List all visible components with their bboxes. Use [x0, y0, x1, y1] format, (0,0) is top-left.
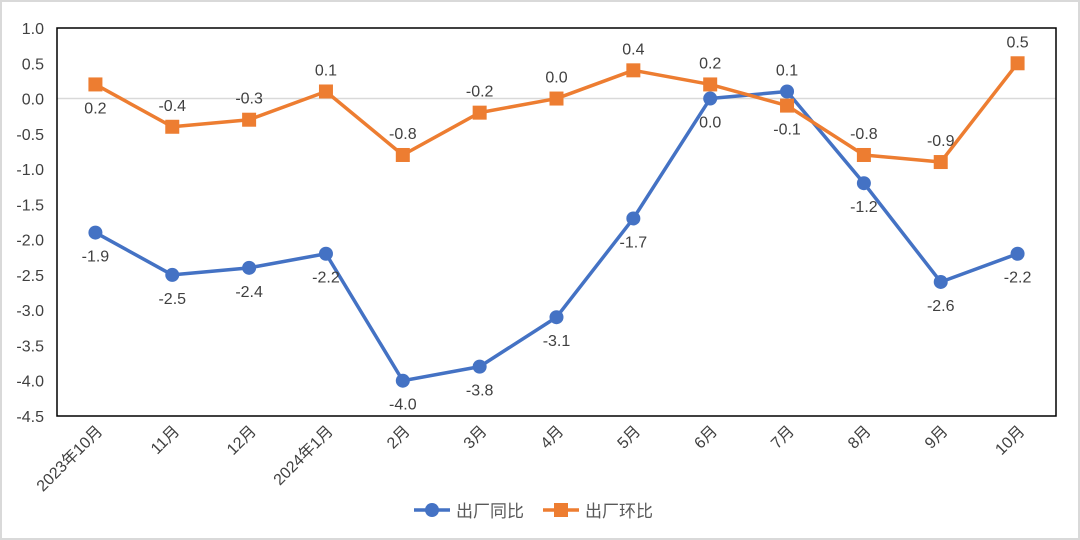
data-point	[856, 147, 871, 162]
data-point	[703, 91, 718, 106]
data-point	[856, 176, 871, 191]
data-label: -1.9	[82, 249, 110, 266]
data-point	[242, 260, 257, 275]
x-tick-label: 6月	[691, 423, 721, 453]
x-tick-label: 8月	[845, 423, 875, 453]
y-tick-label: -1.0	[16, 162, 44, 179]
data-label: -2.2	[1004, 270, 1032, 287]
data-label: -1.2	[850, 199, 878, 216]
data-label: -3.8	[466, 383, 494, 400]
data-point	[318, 246, 333, 261]
series-yoy: -1.9 -2.5 -2.4 -2.2 -4.0 -3.8 -3.1 -1.7 0.0 0.1 -1…	[82, 62, 1032, 413]
data-point	[1010, 246, 1025, 261]
data-label: -2.4	[235, 284, 263, 301]
x-axis-labels: 2023年10月 11月 12月 2024年1月 2月 3月 4月 5月 6月 7月 8月 9月 10月	[33, 422, 1028, 495]
data-point	[472, 105, 487, 120]
legend-marker	[554, 503, 568, 517]
data-point	[626, 63, 641, 78]
data-label: 0.1	[776, 62, 798, 79]
data-point	[165, 119, 180, 134]
y-tick-label: 1.0	[22, 21, 44, 38]
data-point	[626, 211, 641, 226]
legend: 出厂同比 出厂环比	[414, 502, 653, 521]
data-point	[780, 84, 795, 99]
y-tick-label: -4.5	[16, 409, 44, 426]
data-point	[165, 267, 180, 282]
data-label: -0.1	[773, 122, 801, 139]
data-label: 0.0	[699, 115, 721, 132]
y-axis-ticks: 1.0 0.5 0.0 -0.5 -1.0 -1.5 -2.0 -2.5 -3.0 -3.5 -4.…	[16, 21, 44, 426]
data-label: -0.8	[850, 126, 878, 143]
data-label: 0.4	[622, 41, 644, 58]
data-label: -0.2	[466, 84, 494, 101]
data-point	[703, 77, 718, 92]
data-label: -2.2	[312, 270, 340, 287]
x-tick-label: 2023年10月	[33, 422, 106, 495]
y-tick-label: -1.5	[16, 197, 44, 214]
x-tick-label: 2月	[384, 423, 414, 453]
data-label: -2.6	[927, 298, 955, 315]
x-tick-label: 4月	[538, 423, 568, 453]
y-tick-label: -4.0	[16, 374, 44, 391]
data-point	[395, 373, 410, 388]
data-point	[242, 112, 257, 127]
x-tick-label: 5月	[615, 423, 645, 453]
data-label: -0.9	[927, 133, 955, 150]
x-tick-label: 7月	[768, 423, 798, 453]
data-label: -0.8	[389, 126, 417, 143]
y-tick-label: 0.5	[22, 56, 44, 73]
y-tick-label: -2.0	[16, 233, 44, 250]
legend-item-yoy[interactable]: 出厂同比	[414, 502, 524, 521]
data-label: -2.5	[158, 291, 186, 308]
data-point	[933, 274, 948, 289]
data-label: -1.7	[620, 234, 648, 251]
data-label: 0.0	[545, 70, 567, 87]
data-point	[88, 225, 103, 240]
data-point	[1010, 56, 1025, 71]
data-label: 0.2	[84, 100, 106, 117]
data-label: -0.4	[158, 98, 186, 115]
data-point	[318, 84, 333, 99]
y-tick-label: -0.5	[16, 127, 44, 144]
y-tick-label: -2.5	[16, 268, 44, 285]
legend-label: 出厂环比	[585, 502, 653, 521]
legend-label: 出厂同比	[456, 502, 524, 521]
data-label: -3.1	[543, 333, 571, 350]
data-point	[549, 91, 564, 106]
x-tick-label: 3月	[461, 423, 491, 453]
x-tick-label: 2024年1月	[270, 422, 337, 489]
data-label: -0.3	[235, 91, 263, 108]
x-tick-label: 12月	[224, 423, 260, 459]
legend-item-mom[interactable]: 出厂环比	[543, 502, 653, 521]
x-tick-label: 9月	[922, 423, 952, 453]
x-tick-label: 10月	[992, 423, 1028, 459]
plot-area	[56, 27, 1057, 417]
data-point	[395, 147, 410, 162]
y-tick-label: 0.0	[22, 92, 44, 109]
legend-marker	[425, 503, 439, 517]
data-label: 0.1	[315, 62, 337, 79]
data-point	[780, 98, 795, 113]
data-label: 0.2	[699, 55, 721, 72]
data-label: 0.5	[1006, 34, 1028, 51]
series-group: -1.9 -2.5 -2.4 -2.2 -4.0 -3.8 -3.1 -1.7 0.0 0.1 -1…	[82, 34, 1032, 413]
y-tick-label: -3.0	[16, 303, 44, 320]
series-mom: 0.2 -0.4 -0.3 0.1 -0.8 -0.2 0.0 0.4 0.2 -0.1 -0.8 -…	[84, 34, 1029, 170]
data-label: -4.0	[389, 397, 417, 414]
data-point	[472, 359, 487, 374]
data-point	[88, 77, 103, 92]
y-tick-label: -3.5	[16, 338, 44, 355]
data-point	[549, 310, 564, 325]
x-tick-label: 11月	[148, 423, 183, 458]
data-point	[933, 155, 948, 170]
